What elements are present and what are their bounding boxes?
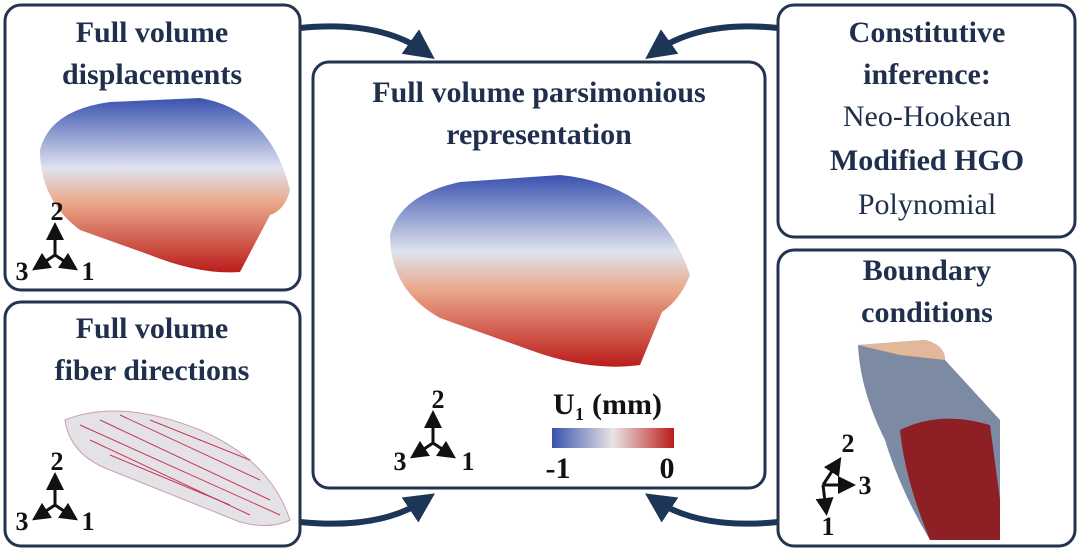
panel-title: Boundary — [863, 254, 991, 287]
axis-triad: 2 3 1 — [16, 447, 95, 536]
panel-title: representation — [446, 118, 632, 151]
axis-label: 1 — [462, 447, 475, 476]
axis-label: 2 — [432, 385, 445, 414]
model-name: Polynomial — [858, 188, 996, 221]
axis-label: 3 — [16, 507, 29, 536]
flow-arrow — [645, 493, 779, 527]
fiber-lines — [79, 414, 281, 516]
axis-label: 2 — [51, 447, 64, 476]
axis-label: 1 — [822, 512, 835, 541]
panel-title: Full volume parsimonious — [372, 76, 705, 109]
colorbar-unit: (mm) — [592, 388, 662, 421]
boundary-top — [858, 340, 945, 360]
colorbar-gradient — [552, 428, 674, 448]
displacement-mesh — [390, 175, 690, 367]
axis-label: 3 — [394, 447, 407, 476]
panel-title: conditions — [861, 296, 993, 329]
axis-label: 2 — [842, 429, 855, 458]
axis-triad: 2 3 1 — [16, 197, 95, 286]
axis-label: 3 — [859, 471, 872, 500]
axis-label: 1 — [82, 257, 95, 286]
model-name: Neo-Hookean — [843, 100, 1011, 133]
flow-arrow — [299, 493, 435, 527]
panel — [776, 3, 1077, 239]
colorbar-max: 0 — [660, 452, 675, 485]
colorbar-subscript: 1 — [575, 404, 584, 424]
colorbar-min: -1 — [546, 452, 571, 485]
colorbar: U 1 (mm) -1 0 — [546, 388, 675, 485]
model-name-selected: Modified HGO — [830, 144, 1024, 177]
panel-title: Full volume — [76, 16, 229, 49]
axis-label: 3 — [16, 257, 29, 286]
flow-arrow — [645, 23, 779, 59]
boundary-region — [900, 418, 1000, 540]
axis-label: 2 — [51, 197, 64, 226]
flow-arrow — [299, 23, 435, 59]
panel-title: Constitutive — [849, 16, 1006, 49]
axis-label: 1 — [82, 507, 95, 536]
panel-title: Full volume — [76, 312, 229, 345]
colorbar-symbol: U — [553, 388, 575, 421]
panel-title: fiber directions — [55, 354, 250, 387]
fiber-mesh — [64, 410, 291, 526]
axis-triad: 2 3 1 — [394, 385, 475, 476]
axis-triad: 2 3 1 — [815, 429, 872, 541]
panel-title: inference: — [863, 58, 991, 91]
panel-title: displacements — [62, 58, 242, 91]
displacement-mesh — [40, 98, 290, 273]
